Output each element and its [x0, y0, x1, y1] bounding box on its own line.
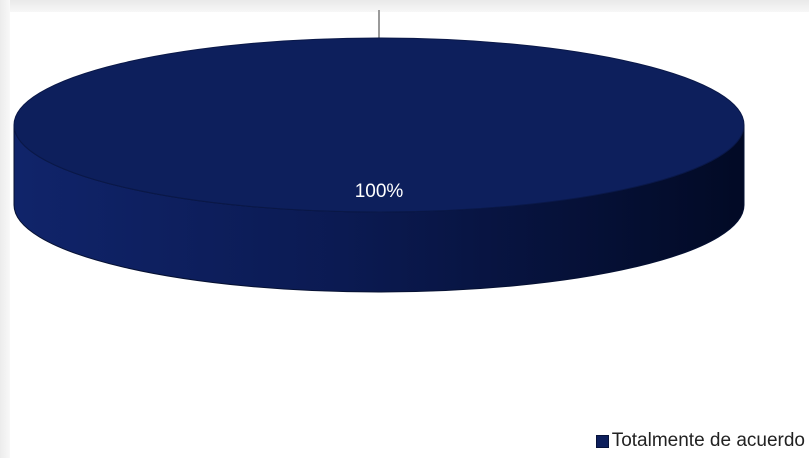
pie-plot: 100%	[13, 10, 745, 293]
legend-swatch	[595, 434, 609, 448]
chart-frame-top-edge	[0, 0, 809, 12]
data-label: 100%	[355, 181, 404, 202]
chart-frame-left-edge	[0, 0, 10, 458]
legend: Totalmente de acuerdo	[595, 430, 805, 452]
pie-slice	[13, 37, 745, 213]
legend-label: Totalmente de acuerdo	[611, 430, 805, 451]
